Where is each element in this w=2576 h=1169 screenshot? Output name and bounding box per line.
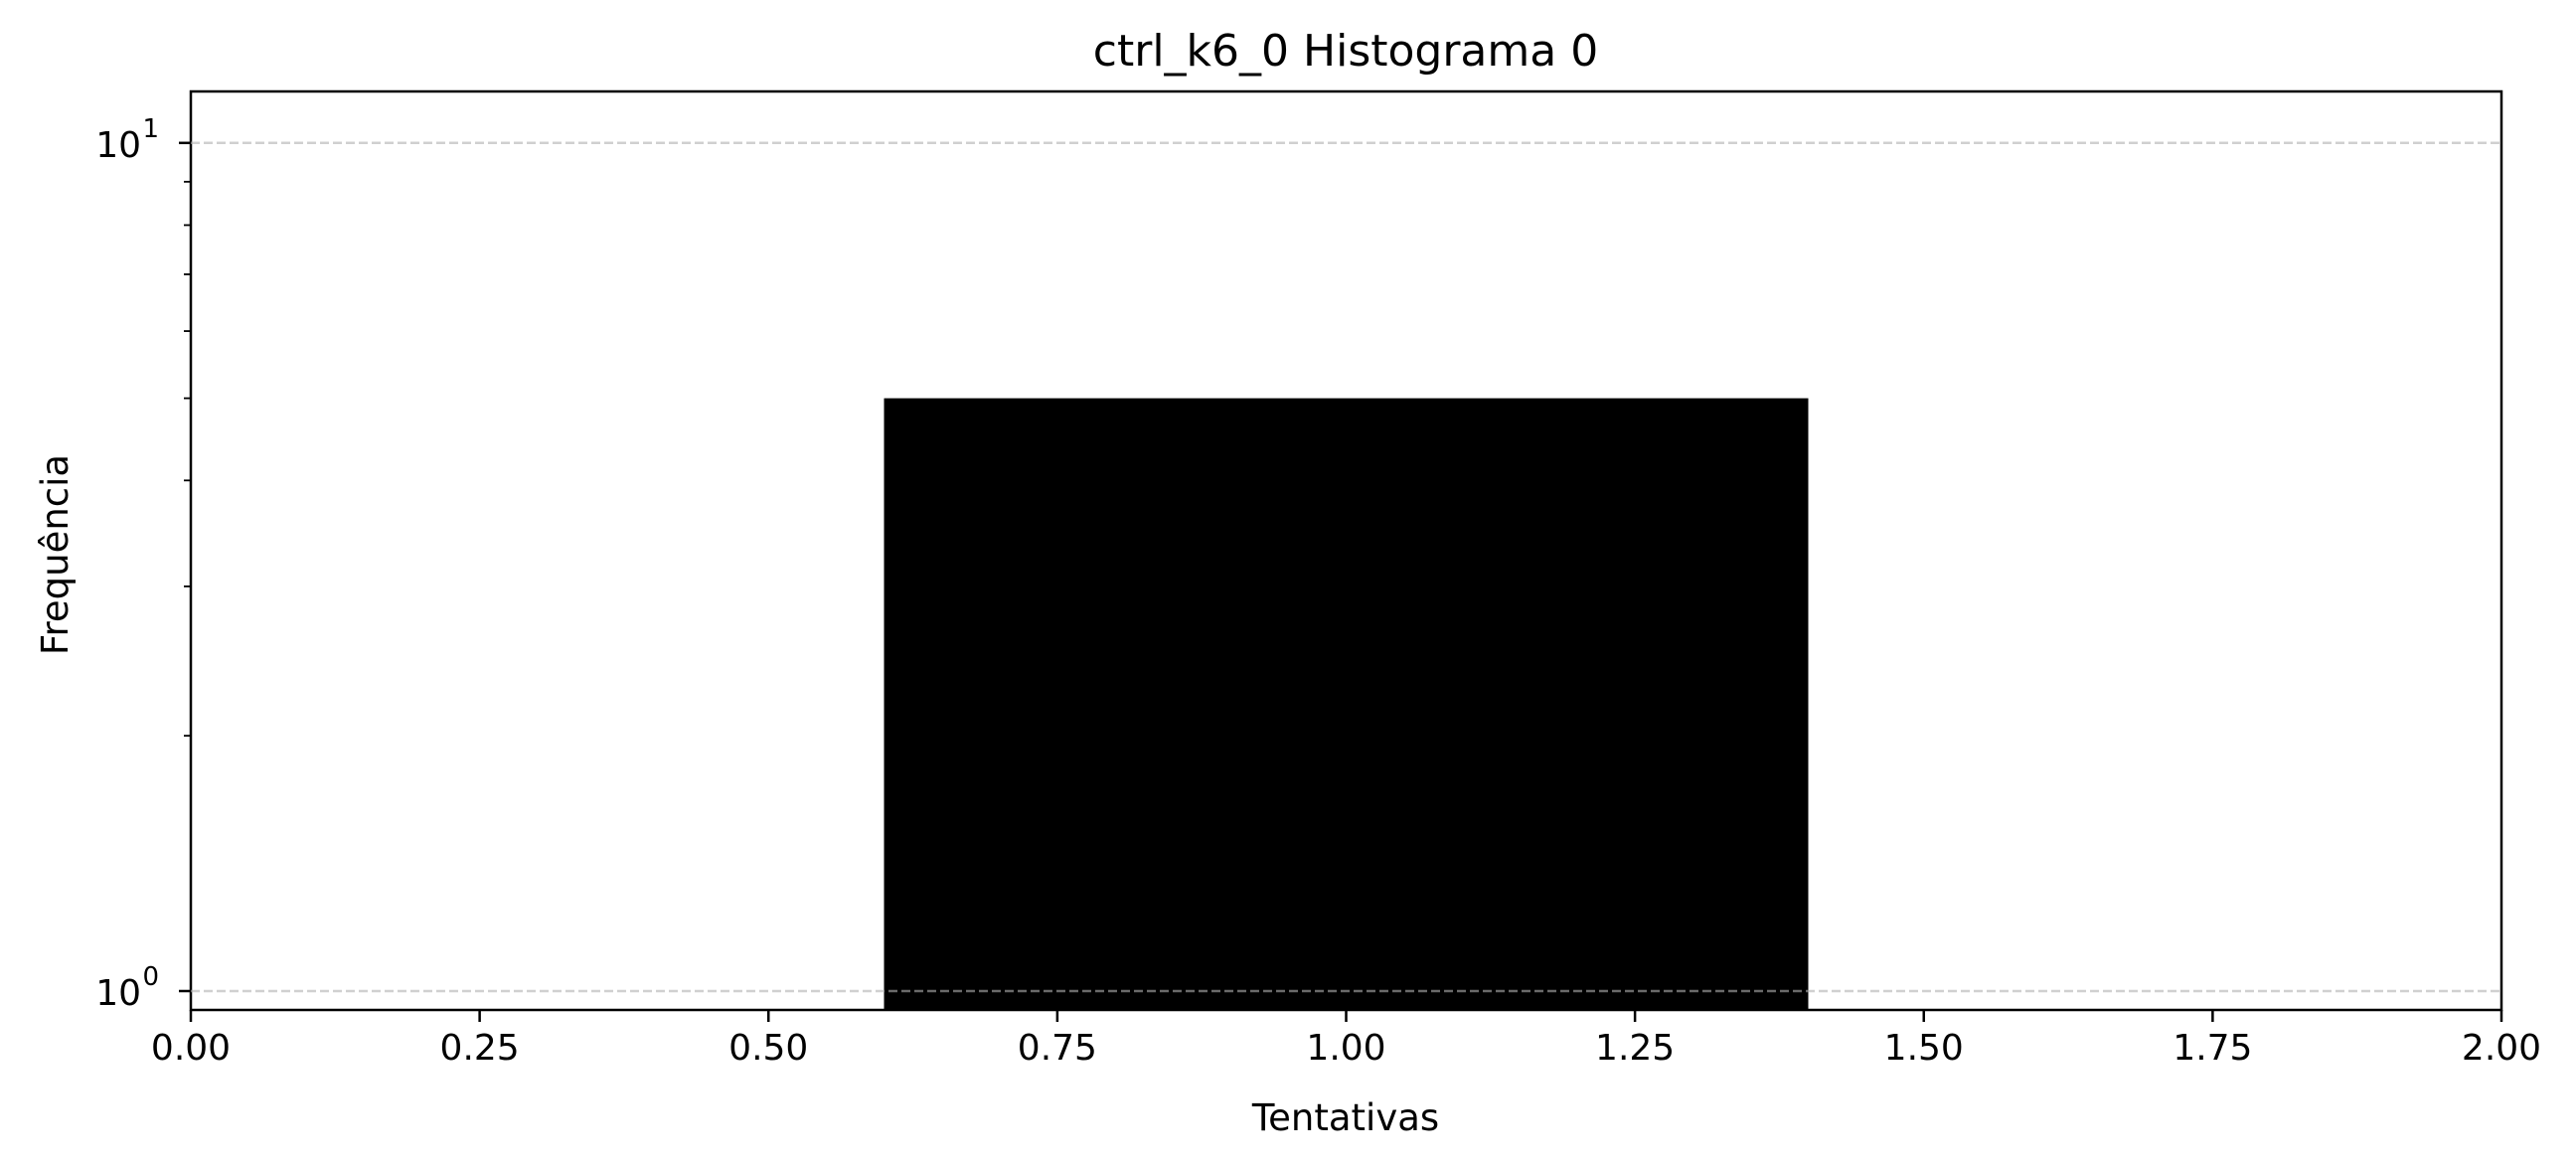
bars-layer xyxy=(884,398,1809,1011)
x-tick-label: 1.00 xyxy=(1306,1028,1385,1069)
y-axis-label: Frequência xyxy=(34,454,77,655)
y-tick-exponent: 1 xyxy=(142,114,159,144)
chart-title: ctrl_k6_0 Histograma 0 xyxy=(1093,26,1598,77)
x-tick-label: 0.00 xyxy=(151,1028,231,1069)
x-tick-label: 2.00 xyxy=(2462,1028,2541,1069)
x-tick-label: 1.50 xyxy=(1884,1028,1964,1069)
y-tick-exponent: 0 xyxy=(142,962,159,992)
histogram-bar xyxy=(884,398,1809,1011)
y-tick-label: 10 xyxy=(95,125,141,166)
x-tick-label: 0.50 xyxy=(728,1028,808,1069)
y-tick-label: 10 xyxy=(95,973,141,1014)
x-tick-label: 0.75 xyxy=(1018,1028,1097,1069)
x-tick-label: 0.25 xyxy=(440,1028,520,1069)
x-tick-label: 1.75 xyxy=(2173,1028,2252,1069)
x-tick-label: 1.25 xyxy=(1595,1028,1675,1069)
x-axis: 0.00 0.25 0.50 0.75 1.00 1.25 1.50 1.75 2.00 xyxy=(151,1010,2541,1069)
grid-overlay xyxy=(191,141,2501,993)
x-axis-label: Tentativas xyxy=(1251,1096,1439,1139)
